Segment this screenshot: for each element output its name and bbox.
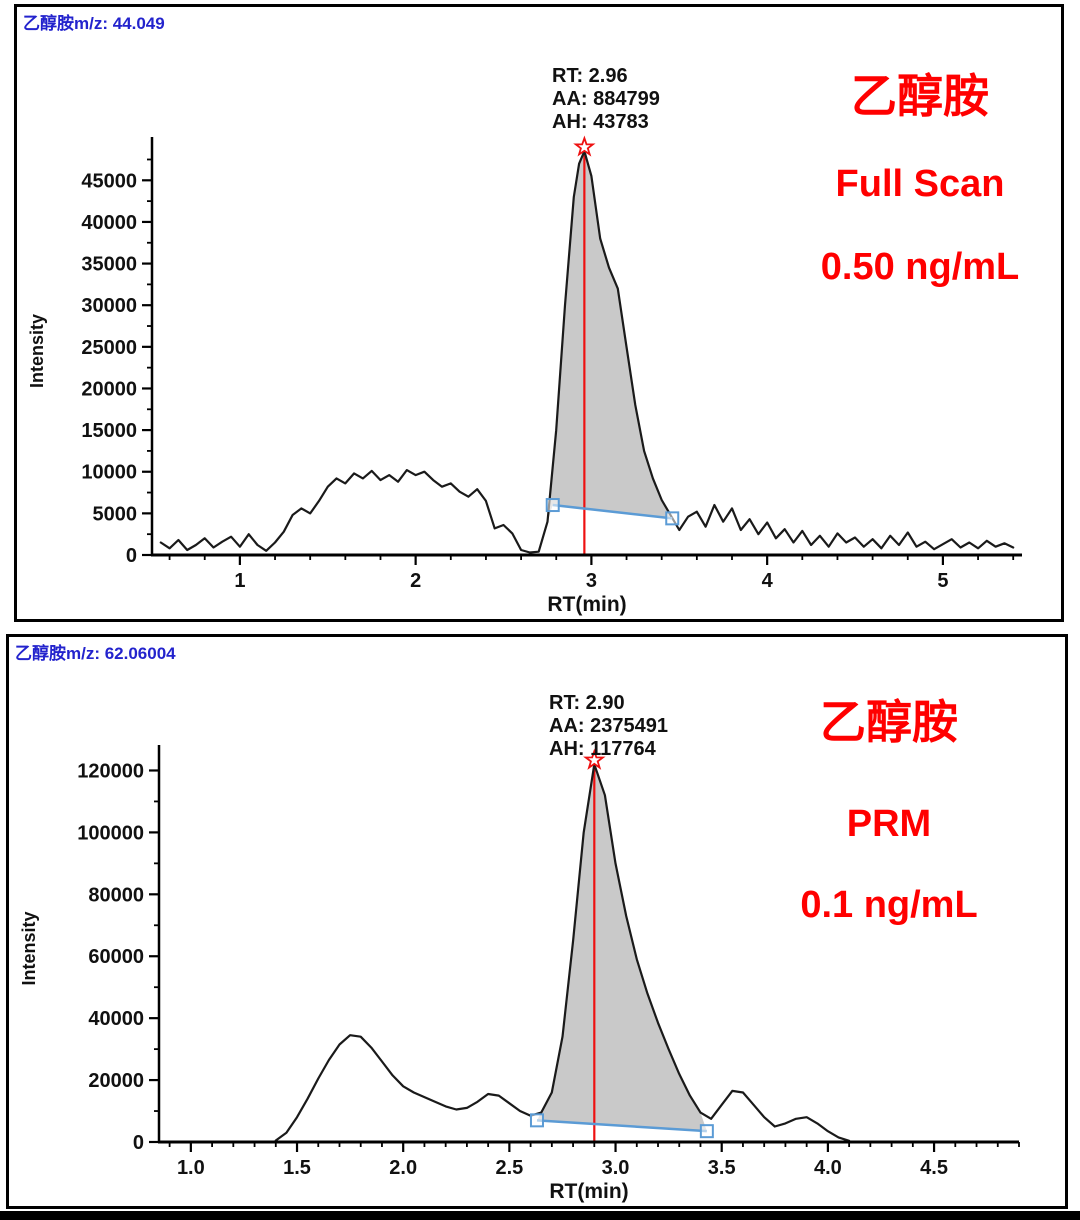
svg-text:15000: 15000: [81, 420, 137, 442]
svg-text:RT(min): RT(min): [549, 1180, 628, 1203]
chromatogram-panel-fullscan: 乙醇胺m/z: 44.049 0 5000 10000 15000 20000 25000…: [14, 4, 1064, 622]
svg-text:2.5: 2.5: [495, 1157, 523, 1179]
sample-callout: 乙醇胺 Full Scan 0.50 ng/mL: [785, 71, 1055, 289]
peak-height-value: AH: 117764: [549, 738, 656, 760]
svg-text:1: 1: [234, 570, 245, 592]
scan-mode-label: PRM: [846, 802, 932, 845]
svg-text:4.0: 4.0: [814, 1157, 842, 1179]
svg-text:5: 5: [937, 570, 948, 592]
analyte-name-label: 乙醇胺: [851, 70, 989, 122]
peak-rt-value: RT: 2.96: [552, 65, 628, 87]
chromatogram-panel-prm: 乙醇胺m/z: 62.06004 0 20000 40000 60000 80000 10…: [6, 634, 1068, 1209]
svg-text:2.0: 2.0: [389, 1157, 417, 1179]
analyte-name-label: 乙醇胺: [820, 696, 958, 748]
bottom-border-bar: [0, 1211, 1080, 1220]
svg-text:0: 0: [133, 1132, 144, 1154]
svg-text:3: 3: [586, 570, 597, 592]
trace-title-prm: 乙醇胺m/z: 62.06004: [15, 644, 176, 663]
svg-text:1.0: 1.0: [177, 1157, 205, 1179]
prm-chromatogram-chart: 0 20000 40000 60000 80000 100000 120000 1.0 1.5 2…: [19, 745, 1020, 1203]
svg-text:4: 4: [762, 570, 774, 592]
svg-text:4.5: 4.5: [920, 1157, 948, 1179]
concentration-label: 0.50 ng/mL: [820, 246, 1020, 289]
peak-area-value: AA: 884799: [552, 88, 660, 110]
trace-title-fullscan: 乙醇胺m/z: 44.049: [23, 14, 165, 33]
svg-text:45000: 45000: [81, 170, 137, 192]
svg-text:10000: 10000: [81, 462, 137, 484]
svg-text:5000: 5000: [93, 503, 138, 525]
svg-text:20000: 20000: [81, 378, 137, 400]
svg-text:25000: 25000: [81, 337, 137, 359]
svg-text:40000: 40000: [88, 1008, 144, 1030]
peak-area-value: AA: 2375491: [549, 715, 668, 737]
concentration-label: 0.1 ng/mL: [800, 884, 978, 927]
svg-text:100000: 100000: [77, 822, 144, 844]
svg-text:40000: 40000: [81, 212, 137, 234]
svg-text:3.5: 3.5: [708, 1157, 736, 1179]
svg-text:120000: 120000: [77, 760, 144, 782]
peak-info-block: RT: 2.96 AA: 884799 AH: 43783: [552, 65, 660, 134]
svg-text:1.5: 1.5: [283, 1157, 311, 1179]
svg-text:80000: 80000: [88, 884, 144, 906]
sample-callout: 乙醇胺 PRM 0.1 ng/mL: [751, 697, 1027, 927]
svg-text:20000: 20000: [88, 1070, 144, 1092]
peak-info-block: RT: 2.90 AA: 2375491 AH: 117764: [549, 692, 668, 761]
svg-text:35000: 35000: [81, 254, 137, 276]
svg-text:3.0: 3.0: [602, 1157, 630, 1179]
fullscan-chromatogram-chart: 0 5000 10000 15000 20000 25000 30000 35000 40000…: [27, 135, 1022, 616]
svg-text:0: 0: [126, 545, 137, 567]
scan-mode-label: Full Scan: [835, 162, 1005, 205]
svg-text:30000: 30000: [81, 295, 137, 317]
svg-text:Intensity: Intensity: [27, 314, 47, 388]
peak-rt-value: RT: 2.90: [549, 692, 625, 714]
svg-text:60000: 60000: [88, 946, 144, 968]
svg-text:2: 2: [410, 570, 421, 592]
svg-text:Intensity: Intensity: [19, 911, 39, 985]
svg-text:RT(min): RT(min): [547, 593, 626, 616]
peak-height-value: AH: 43783: [552, 111, 649, 133]
